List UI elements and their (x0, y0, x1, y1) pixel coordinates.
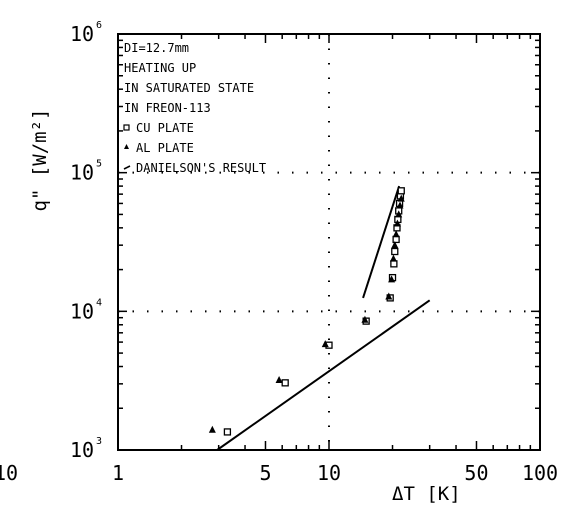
al-plate-point (396, 201, 404, 209)
danielson-result-lines (216, 185, 431, 451)
y-tick-label: 10 (70, 22, 94, 46)
y-tick-exponent: 3 (96, 436, 102, 447)
cu-plate-point (223, 428, 232, 436)
x-axis-label: ΔT [K] (392, 483, 461, 505)
y-tick-label: 10 (70, 161, 94, 185)
legend-entry: DI=12.7mm (124, 41, 189, 55)
legend-entry: AL PLATE (136, 141, 194, 155)
al-plate-point (208, 425, 216, 433)
y-tick-label: 10 (70, 438, 94, 462)
al-plate-point (395, 210, 403, 218)
al-plate-point (389, 254, 397, 262)
x-tick-label: 1 (112, 461, 124, 485)
cu-plate-point (391, 247, 399, 256)
x-tick-labels: 1 5 10 50 100 (112, 461, 558, 485)
x-edge-tick-label: 10 (0, 461, 18, 485)
al-plate-point (361, 315, 369, 323)
al-plate-point (397, 194, 405, 202)
al-plate-legend-marker (124, 144, 129, 149)
grid-lines (118, 34, 540, 450)
danielson-line-segment (362, 185, 401, 299)
x-tick-label: 50 (464, 461, 488, 485)
y-tick-exponent: 5 (96, 159, 102, 170)
al-plate-point (393, 219, 401, 227)
cu-plate-point (397, 187, 405, 195)
legend: DI=12.7mm HEATING UP IN SATURATED STATE IN … (123, 41, 266, 175)
x-tick-label: 10 (317, 461, 341, 485)
legend-entry: IN SATURATED STATE (124, 81, 254, 95)
al-plate-point (275, 375, 283, 383)
al-plate-point (391, 241, 399, 249)
cu-plate-legend-marker (123, 124, 130, 131)
al-plate-point (392, 230, 400, 238)
x-tick-label: 100 (522, 461, 558, 485)
cu-plate-point (281, 379, 289, 387)
x-tick-label: 5 (259, 461, 271, 485)
al-plate-point (388, 275, 396, 283)
y-tick-exponent: 4 (96, 297, 102, 308)
legend-entry: CU PLATE (136, 121, 194, 135)
axis-ticks (118, 34, 540, 450)
legend-entry: IN FREON-113 (124, 101, 211, 115)
legend-entry: DANIELSON'S RESULT (136, 161, 266, 175)
al-plate-point (321, 340, 329, 348)
y-tick-label: 10 (70, 299, 94, 323)
plot-area-frame (117, 33, 541, 451)
danielson-legend-marker (123, 165, 131, 170)
data-markers (208, 187, 405, 436)
cu-plate-point (390, 260, 398, 268)
danielson-line-segment (216, 299, 431, 451)
y-axis-label: q" [W/m²] (29, 109, 51, 212)
legend-entry: HEATING UP (124, 61, 196, 75)
al-plate-point (385, 292, 393, 300)
cu-plate-point (392, 235, 400, 244)
y-tick-exponent: 6 (96, 20, 102, 31)
